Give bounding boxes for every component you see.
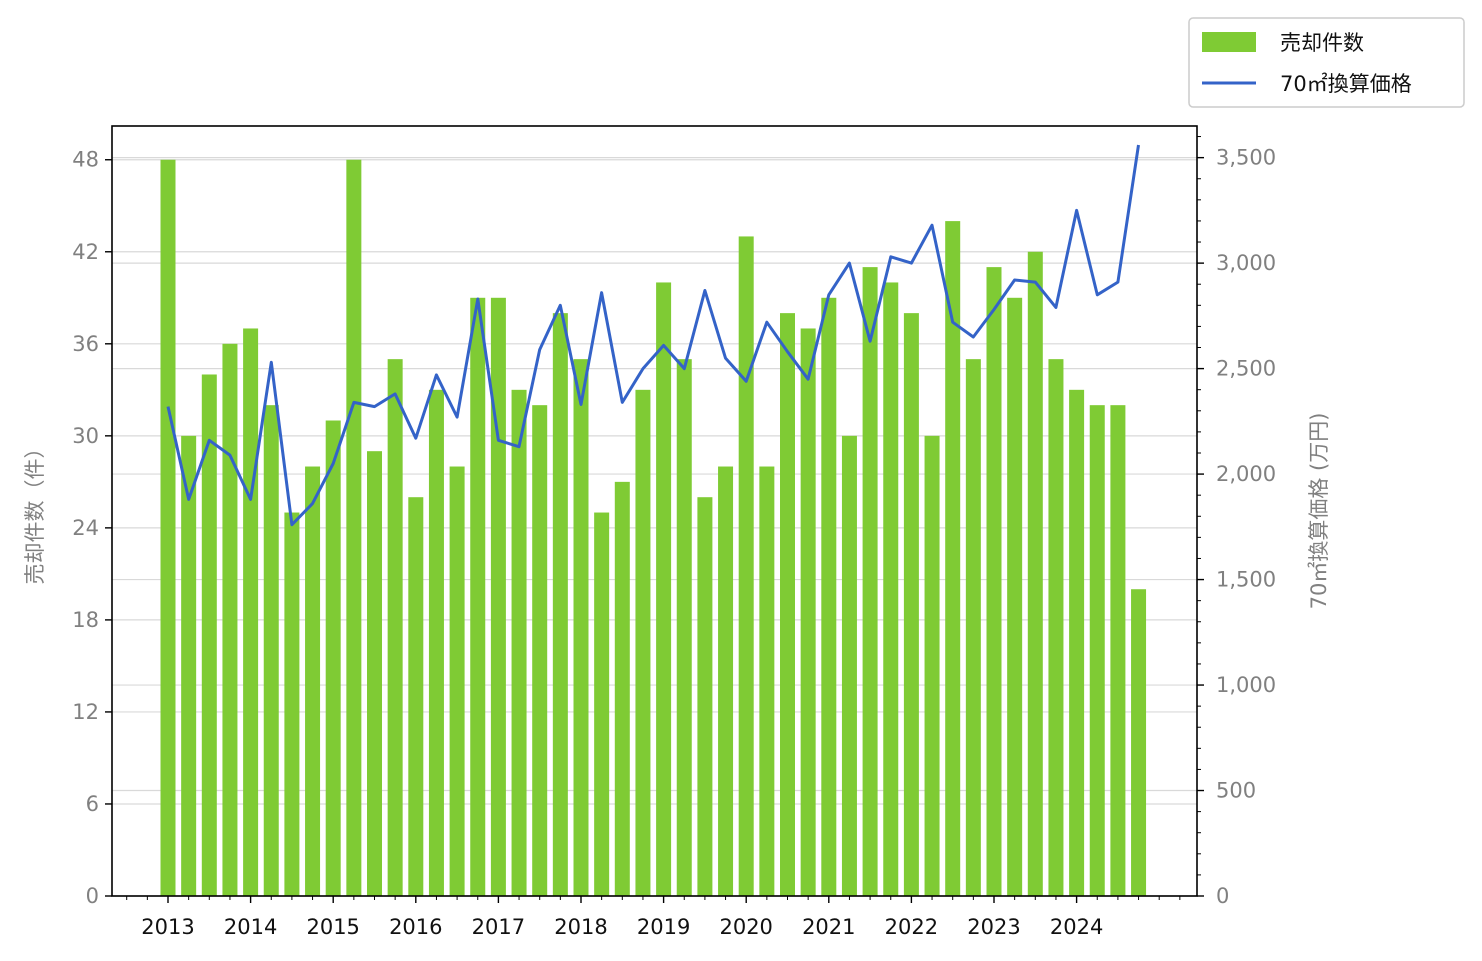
right-axis-label: 70㎡換算価格 (万円): [1307, 413, 1331, 610]
bar: [573, 359, 589, 896]
legend-bar-swatch: [1202, 32, 1256, 52]
bar: [1110, 405, 1126, 896]
x-tick-label: 2013: [141, 915, 194, 939]
x-tick-label: 2020: [719, 915, 772, 939]
bar: [945, 221, 961, 896]
bar: [1027, 251, 1043, 897]
bar: [243, 328, 259, 897]
bar: [903, 313, 919, 896]
bar: [428, 389, 444, 896]
right-tick-label: 1,000: [1216, 673, 1276, 697]
right-tick-label: 2,500: [1216, 357, 1276, 381]
bar: [1069, 389, 1085, 896]
x-tick-label: 2023: [967, 915, 1020, 939]
left-tick-label: 6: [86, 792, 99, 816]
left-tick-label: 42: [72, 240, 99, 264]
left-axis-ticks: 0 6 12 18 24 30 36 42 48: [72, 148, 112, 908]
bar: [201, 374, 217, 896]
right-tick-label: 0: [1216, 884, 1229, 908]
x-tick-label: 2017: [472, 915, 525, 939]
left-tick-label: 36: [72, 332, 99, 356]
right-axis-ticks: 0 500 1,000 1,500 2,000 2,500 3,000 3,500: [1197, 136, 1276, 908]
bar: [284, 512, 300, 896]
bar: [656, 282, 672, 896]
plot-frame: [111, 125, 1198, 897]
legend-bar-label: 売却件数: [1280, 31, 1364, 55]
bar: [552, 313, 568, 896]
bar: [821, 297, 837, 896]
bar: [181, 435, 197, 896]
x-tick-label: 2016: [389, 915, 442, 939]
bar: [841, 435, 857, 896]
right-tick-label: 500: [1216, 779, 1256, 803]
x-tick-label: 2014: [224, 915, 277, 939]
bar: [697, 497, 713, 896]
bar: [924, 435, 940, 896]
bar: [1048, 359, 1064, 896]
legend-box: [1188, 17, 1465, 108]
left-tick-label: 18: [72, 608, 99, 632]
legend: 売却件数 70㎡換算価格: [1188, 17, 1465, 108]
bar: [718, 466, 734, 896]
bar: [325, 420, 341, 896]
right-tick-label: 2,000: [1216, 462, 1276, 486]
right-tick-label: 3,500: [1216, 146, 1276, 170]
x-axis-ticks: 2013 2014 2015 2016 2017 2018 2019 2020 2021 2022…: [126, 896, 1181, 939]
bar: [511, 389, 527, 896]
bar: [1089, 405, 1105, 896]
bar: [346, 159, 362, 897]
left-tick-label: 0: [86, 884, 99, 908]
bar: [160, 159, 176, 897]
x-tick-label: 2015: [306, 915, 359, 939]
bar: [222, 343, 238, 896]
bar: [965, 359, 981, 896]
bar: [449, 466, 465, 896]
x-tick-label: 2018: [554, 915, 607, 939]
bar: [1131, 589, 1147, 896]
bar: [862, 267, 878, 896]
bar: [305, 466, 321, 896]
bar: [614, 481, 630, 896]
bar: [738, 236, 754, 897]
bar: [470, 297, 486, 896]
price-line-series: [166, 144, 1140, 527]
bar: [986, 267, 1002, 896]
x-tick-label: 2021: [802, 915, 855, 939]
bar: [532, 405, 548, 896]
bar: [490, 297, 506, 896]
bar: [800, 328, 816, 897]
bar: [263, 405, 279, 896]
bar: [883, 282, 899, 896]
bar: [594, 512, 610, 896]
bar: [387, 359, 403, 896]
legend-line-label: 70㎡換算価格: [1280, 72, 1412, 96]
right-tick-label: 1,500: [1216, 568, 1276, 592]
x-tick-label: 2024: [1050, 915, 1103, 939]
bar: [676, 359, 692, 896]
bar: [1007, 297, 1023, 896]
left-tick-label: 48: [72, 148, 99, 172]
x-tick-label: 2019: [637, 915, 690, 939]
left-tick-label: 12: [72, 700, 99, 724]
left-axis-label: 売却件数（件）: [23, 438, 47, 585]
left-tick-label: 30: [72, 424, 99, 448]
x-tick-label: 2022: [885, 915, 938, 939]
left-tick-label: 24: [72, 516, 99, 540]
bar: [780, 313, 795, 896]
right-tick-label: 3,000: [1216, 251, 1276, 275]
bar: [759, 466, 775, 896]
bar: [367, 451, 382, 896]
bar: [635, 389, 651, 896]
bar: [408, 497, 424, 896]
